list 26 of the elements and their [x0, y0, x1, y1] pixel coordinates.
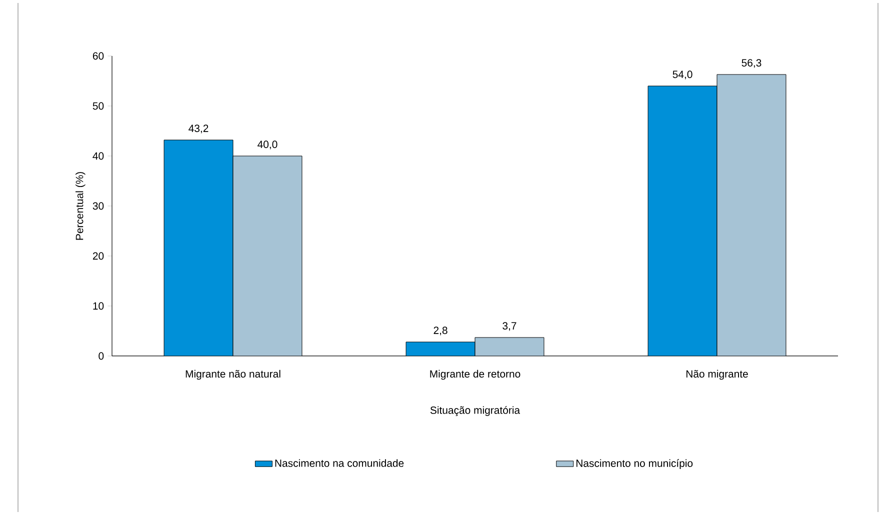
- data-label: 2,8: [434, 326, 448, 336]
- y-tick-label: 30: [92, 202, 104, 210]
- y-tick-label: 0: [98, 352, 104, 360]
- x-tick-label: Migrante de retorno: [430, 370, 520, 380]
- y-tick-label: 20: [92, 252, 104, 260]
- bar: [406, 342, 476, 356]
- bar: [716, 74, 786, 356]
- legend-label: Nascimento no município: [576, 459, 693, 470]
- x-tick-label: Não migrante: [686, 370, 748, 380]
- legend-label: Nascimento na comunidade: [275, 459, 404, 467]
- bar: [648, 86, 718, 356]
- bar: [475, 337, 544, 356]
- y-tick-label: 60: [92, 52, 104, 60]
- bar: [164, 140, 234, 356]
- x-tick-label: Migrante não natural: [186, 370, 280, 380]
- y-tick-label: 40: [92, 152, 104, 160]
- bar: [233, 156, 302, 356]
- y-tick-label: 10: [93, 302, 104, 310]
- data-label: 54,0: [672, 70, 692, 80]
- y-tick-label: 50: [92, 102, 104, 110]
- data-label: 43,2: [188, 124, 208, 134]
- x-axis-title: Situação migratória: [430, 406, 520, 416]
- data-label: 40,0: [258, 140, 278, 150]
- data-label: 56,3: [742, 59, 762, 68]
- y-axis-title: Percentual (%): [76, 172, 86, 240]
- data-label: 3,7: [502, 322, 516, 331]
